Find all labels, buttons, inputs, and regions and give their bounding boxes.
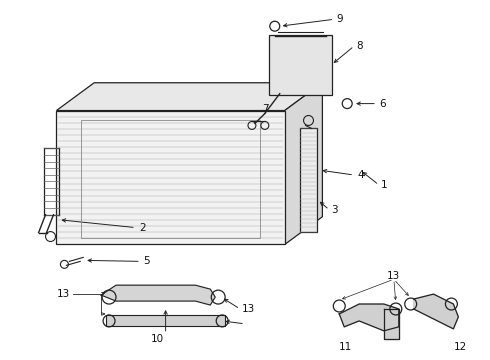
- Text: 6: 6: [379, 99, 386, 109]
- Polygon shape: [339, 304, 399, 331]
- Bar: [106, 315, 225, 326]
- Bar: [81, 121, 260, 238]
- Polygon shape: [285, 83, 322, 244]
- Text: 12: 12: [453, 342, 466, 352]
- Text: 9: 9: [336, 14, 343, 24]
- Text: 13: 13: [56, 289, 70, 299]
- Text: 10: 10: [151, 334, 164, 344]
- Polygon shape: [101, 285, 215, 305]
- Text: 13: 13: [387, 271, 400, 281]
- FancyBboxPatch shape: [269, 35, 332, 95]
- Text: 13: 13: [242, 304, 255, 314]
- Polygon shape: [414, 294, 458, 329]
- Polygon shape: [384, 309, 399, 339]
- Text: 2: 2: [139, 222, 146, 233]
- Text: 7: 7: [262, 104, 269, 113]
- Text: 5: 5: [143, 256, 149, 266]
- Polygon shape: [56, 111, 285, 244]
- Text: 11: 11: [339, 342, 352, 352]
- Text: 4: 4: [357, 170, 364, 180]
- Bar: [299, 129, 318, 231]
- Text: 3: 3: [331, 205, 338, 215]
- Text: 1: 1: [381, 180, 388, 190]
- Polygon shape: [56, 83, 322, 111]
- Text: 8: 8: [356, 41, 363, 51]
